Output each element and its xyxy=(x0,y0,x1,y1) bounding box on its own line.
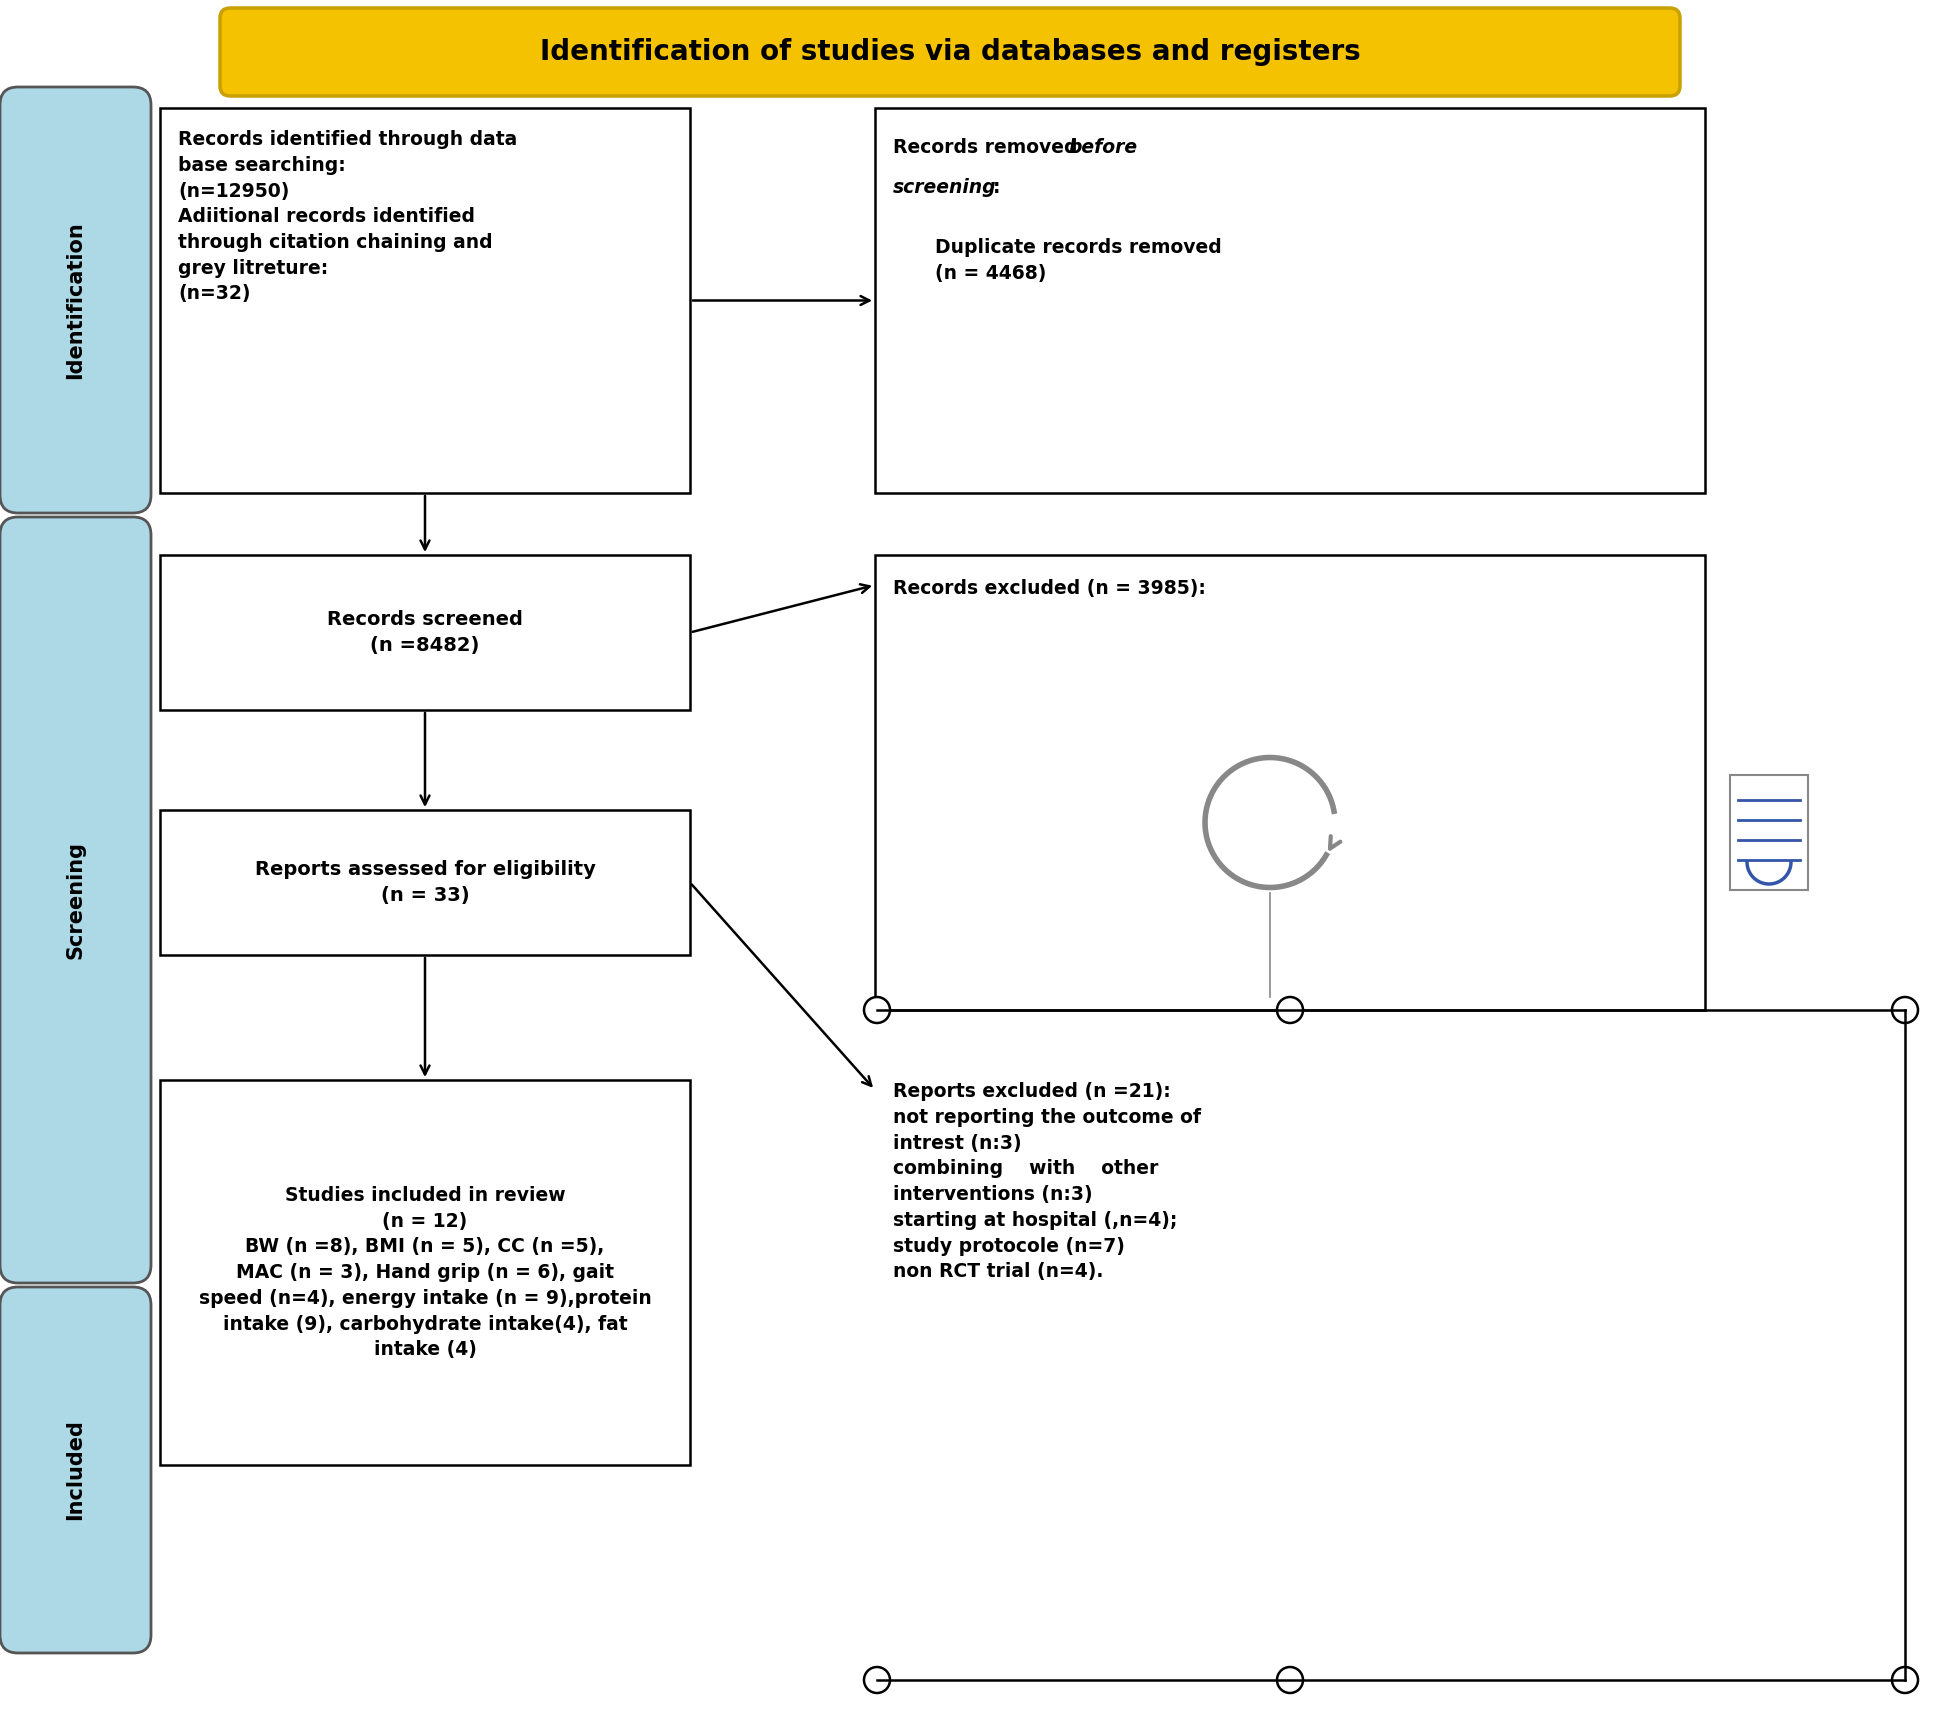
FancyBboxPatch shape xyxy=(159,1080,690,1465)
Text: before: before xyxy=(1067,137,1137,156)
Text: Reports excluded (n =21):
not reporting the outcome of
intrest (n:3)
combining  : Reports excluded (n =21): not reporting … xyxy=(892,1082,1201,1281)
Text: Included: Included xyxy=(66,1420,86,1521)
Text: Duplicate records removed
(n = 4468): Duplicate records removed (n = 4468) xyxy=(935,238,1221,283)
Text: Studies included in review
(n = 12)
BW (n =8), BMI (n = 5), CC (n =5),
MAC (n = : Studies included in review (n = 12) BW (… xyxy=(198,1186,651,1359)
Text: Records removed: Records removed xyxy=(892,137,1085,156)
Text: Records screened
(n =8482): Records screened (n =8482) xyxy=(327,609,523,654)
FancyBboxPatch shape xyxy=(0,517,152,1283)
Text: :: : xyxy=(993,179,1001,196)
FancyBboxPatch shape xyxy=(0,87,152,514)
FancyBboxPatch shape xyxy=(159,556,690,710)
FancyBboxPatch shape xyxy=(159,108,690,493)
Circle shape xyxy=(1277,996,1302,1023)
FancyBboxPatch shape xyxy=(1730,774,1808,891)
Text: Screening: Screening xyxy=(66,840,86,958)
Text: screening: screening xyxy=(892,179,997,196)
Circle shape xyxy=(1892,1667,1919,1693)
FancyBboxPatch shape xyxy=(220,9,1680,95)
Text: Identification: Identification xyxy=(66,220,86,378)
FancyBboxPatch shape xyxy=(0,1286,152,1653)
Text: Identification of studies via databases and registers: Identification of studies via databases … xyxy=(540,38,1361,66)
Circle shape xyxy=(863,996,890,1023)
Text: Records identified through data
base searching:
(n=12950)
Adiitional records ide: Records identified through data base sea… xyxy=(179,130,517,304)
Text: Records excluded (n = 3985):: Records excluded (n = 3985): xyxy=(892,580,1205,597)
Circle shape xyxy=(863,1667,890,1693)
FancyBboxPatch shape xyxy=(875,1061,1705,1439)
FancyBboxPatch shape xyxy=(159,811,690,955)
Circle shape xyxy=(1277,1667,1302,1693)
Text: Reports assessed for eligibility
(n = 33): Reports assessed for eligibility (n = 33… xyxy=(255,859,595,904)
Circle shape xyxy=(1892,996,1919,1023)
FancyBboxPatch shape xyxy=(875,108,1705,493)
FancyBboxPatch shape xyxy=(875,556,1705,1010)
